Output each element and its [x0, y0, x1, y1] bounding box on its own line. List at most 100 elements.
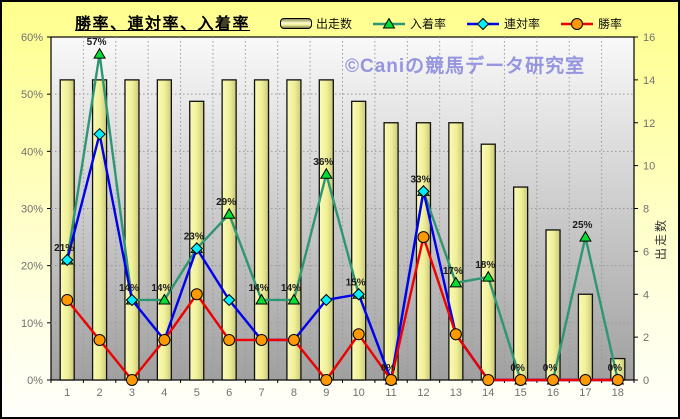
x-axis-label: 17: [579, 387, 591, 399]
left-axis-label: 40%: [21, 146, 43, 158]
placing-rate-marker: [287, 293, 301, 305]
bar-starts: [156, 79, 173, 381]
win-rate-marker: [385, 374, 398, 386]
right-axis-label: 12: [643, 118, 655, 130]
x-axis-label: 2: [97, 387, 103, 399]
legend-label-quinella-rate: 連対率: [504, 17, 541, 31]
left-axis-label: 10%: [21, 318, 43, 330]
data-label: 17%: [443, 266, 463, 277]
triangle-line-swatch-icon: [373, 17, 406, 28]
quinella-rate-marker: [60, 253, 74, 267]
win-rate-marker: [125, 374, 138, 386]
data-label: 0%: [381, 363, 396, 374]
win-rate-series: [61, 231, 624, 386]
data-label: 25%: [572, 220, 592, 231]
right-axis-label: 6: [643, 246, 649, 258]
win-rate-marker: [320, 374, 333, 386]
data-label: 14%: [249, 283, 269, 294]
placing-rate-marker: [579, 230, 592, 242]
quinella-rate-marker: [417, 185, 430, 198]
bar-starts: [351, 100, 367, 381]
win-rate-marker: [611, 374, 624, 386]
win-rate-marker: [255, 333, 268, 346]
placing-rate-marker: [222, 207, 236, 219]
right-axis-label: 16: [643, 32, 655, 44]
legend-item-placing-rate: 入着率: [372, 15, 446, 32]
win-rate-marker: [449, 328, 462, 341]
circle-line-swatch-icon: [561, 17, 594, 30]
left-axis-label: 20%: [21, 261, 43, 273]
win-rate-marker: [287, 333, 300, 346]
x-axis-label: 3: [129, 387, 135, 399]
placing-rate-legend-marker: [382, 17, 396, 28]
right-axis-label: 10: [643, 161, 655, 173]
legend-item-quinella-rate: 連対率: [466, 15, 540, 32]
data-label: 14%: [119, 283, 139, 294]
legend-label-placing-rate: 入着率: [410, 17, 447, 31]
win-rate-legend-marker: [571, 17, 584, 30]
placing-rate-marker: [481, 270, 495, 282]
x-axis-label: 5: [194, 387, 200, 399]
x-axis-label: 14: [482, 387, 494, 399]
bar-starts: [286, 79, 302, 381]
x-axis-label: 9: [323, 387, 329, 399]
data-label: 14%: [281, 283, 301, 294]
quinella-rate-marker: [222, 293, 236, 307]
x-axis-label: 7: [258, 387, 264, 399]
right-axis-label: 4: [643, 289, 649, 301]
win-rate-marker: [482, 374, 495, 386]
legend-item-starts: 出走数: [280, 15, 352, 32]
x-axis-label: 4: [161, 387, 167, 399]
win-rate-marker: [158, 333, 171, 346]
data-label: 29%: [216, 197, 236, 208]
right-axis-label: 14: [643, 75, 655, 87]
placing-rate-marker: [93, 47, 106, 59]
right-axis-label: 0: [643, 375, 649, 387]
placing-rate-marker: [157, 293, 171, 305]
x-axis-label: 18: [612, 387, 624, 399]
x-axis-label: 15: [515, 387, 527, 399]
data-label: 15%: [346, 277, 366, 288]
legend-label-starts: 出走数: [316, 17, 353, 31]
right-axis-label: 8: [643, 204, 649, 216]
quinella-rate-legend-marker: [476, 17, 490, 30]
bar-starts: [415, 122, 432, 381]
quinella-rate-marker: [320, 293, 333, 307]
data-label: 18%: [475, 260, 495, 271]
left-axis-label: 0%: [27, 375, 43, 387]
x-axis-label: 12: [417, 387, 429, 399]
x-axis-label: 1: [64, 387, 70, 399]
x-axis-label: 13: [450, 387, 462, 399]
left-axis-label: 30%: [21, 204, 43, 216]
quinella-rate-marker: [190, 242, 203, 255]
bar-starts: [383, 122, 399, 381]
win-rate-marker: [417, 231, 430, 244]
bar-starts: [512, 186, 529, 381]
data-label: 0%: [510, 363, 525, 374]
bar-starts: [253, 79, 270, 381]
win-rate-marker: [352, 328, 365, 341]
data-label: 0%: [543, 363, 558, 374]
bar-starts: [577, 293, 594, 381]
legend-label-win-rate: 勝率: [598, 17, 623, 31]
quinella-rate-marker: [125, 293, 139, 307]
legend: 出走数 入着率 連対率 勝率: [280, 15, 622, 32]
right-axis-label: 2: [643, 332, 649, 344]
win-rate-marker: [547, 374, 560, 386]
left-axis-label: 60%: [21, 32, 43, 44]
data-label: 57%: [87, 37, 107, 48]
quinella-rate-marker: [352, 288, 365, 301]
x-axis-label: 6: [226, 387, 232, 399]
bar-starts: [124, 79, 140, 381]
placing-rate-marker: [255, 293, 268, 305]
x-axis-label: 11: [385, 387, 396, 399]
quinella-rate-marker: [93, 127, 106, 141]
win-rate-marker: [223, 333, 236, 346]
diamond-line-swatch-icon: [467, 17, 500, 30]
legend-item-win-rate: 勝率: [560, 15, 622, 32]
bar-starts: [318, 79, 334, 381]
win-rate-marker: [93, 333, 106, 346]
data-label: 0%: [608, 363, 623, 374]
data-label: 14%: [151, 283, 171, 294]
